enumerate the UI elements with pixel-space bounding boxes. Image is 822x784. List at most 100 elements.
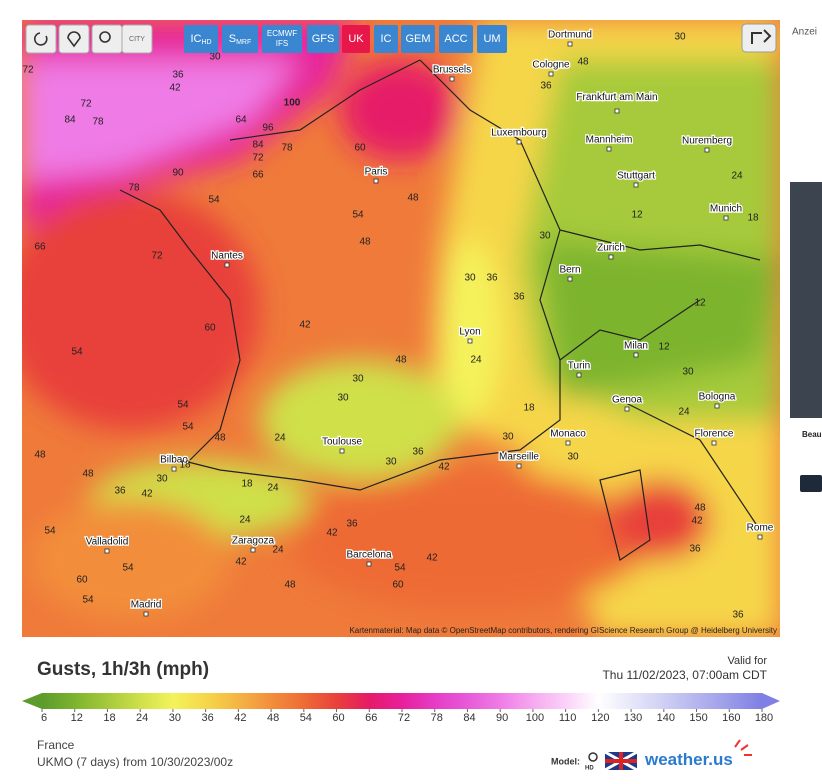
brand[interactable]: weather.us bbox=[644, 750, 733, 769]
city-marker bbox=[224, 262, 230, 268]
city-button[interactable] bbox=[121, 24, 153, 54]
legend-segment bbox=[107, 693, 141, 709]
city-marker bbox=[711, 440, 717, 446]
city-label: Bologna bbox=[699, 392, 736, 403]
city-marker bbox=[624, 406, 630, 412]
gust-value: 66 bbox=[252, 170, 264, 181]
gust-value: 36 bbox=[732, 610, 744, 621]
legend-tick-label: 72 bbox=[398, 712, 410, 724]
search-icon[interactable] bbox=[588, 752, 598, 762]
model-button[interactable] bbox=[222, 25, 258, 53]
gust-value: 54 bbox=[122, 563, 134, 574]
gust-value: 60 bbox=[76, 575, 88, 586]
city-marker bbox=[143, 611, 149, 617]
model-name: UK bbox=[348, 33, 364, 45]
attribution: Kartenmaterial: Map data © OpenStreetMap… bbox=[349, 626, 777, 635]
tool-button[interactable] bbox=[91, 24, 123, 54]
legend-tick-label: 78 bbox=[431, 712, 443, 724]
gust-value: 90 bbox=[172, 168, 184, 179]
model-button[interactable] bbox=[262, 25, 302, 53]
city-marker bbox=[104, 548, 110, 554]
model-label: Model: bbox=[551, 756, 580, 766]
city-marker bbox=[633, 182, 639, 188]
legend-segment bbox=[402, 693, 436, 709]
model-name: GFS bbox=[312, 33, 335, 45]
gust-value: 48 bbox=[577, 57, 589, 68]
gust-value: 48 bbox=[694, 503, 706, 514]
city-label: Valladolid bbox=[86, 537, 129, 548]
city-marker bbox=[171, 466, 177, 472]
gust-value: 30 bbox=[209, 52, 221, 63]
legend-segment bbox=[140, 693, 174, 709]
gust-value: 30 bbox=[385, 457, 397, 468]
gust-value: 60 bbox=[392, 580, 404, 591]
city-label: Rome bbox=[747, 523, 774, 534]
brand-rays bbox=[734, 739, 752, 756]
city-label: Genoa bbox=[612, 395, 642, 406]
model-button[interactable] bbox=[184, 25, 218, 53]
ad-image[interactable] bbox=[790, 182, 822, 418]
model-main: IC bbox=[190, 33, 201, 45]
gust-value: 36 bbox=[513, 292, 525, 303]
model-main: IC bbox=[381, 33, 392, 45]
legend-tick-label: 160 bbox=[722, 712, 740, 724]
legend-tick-label: 120 bbox=[591, 712, 609, 724]
city-label: Monaco bbox=[550, 429, 586, 440]
legend-segment bbox=[598, 693, 632, 709]
legend-segment bbox=[467, 693, 501, 709]
model-sub: IFS bbox=[276, 39, 288, 48]
legend-segment bbox=[271, 693, 305, 709]
city-label: Stuttgart bbox=[617, 171, 655, 182]
city-label: Zurich bbox=[597, 243, 625, 254]
map[interactable] bbox=[0, 20, 780, 637]
gust-value: 84 bbox=[64, 115, 76, 126]
gust-value: 42 bbox=[438, 462, 450, 473]
city-marker bbox=[614, 108, 620, 114]
city-marker bbox=[714, 403, 720, 409]
gust-value: 36 bbox=[486, 273, 498, 284]
model-button[interactable] bbox=[374, 25, 398, 53]
gust-value: 36 bbox=[172, 70, 184, 81]
gust-value: 30 bbox=[674, 32, 686, 43]
gust-value: 36 bbox=[346, 519, 358, 530]
uk-flag-cross bbox=[605, 752, 637, 770]
city-label: Toulouse bbox=[322, 437, 362, 448]
model-name: ACC bbox=[444, 33, 467, 45]
ad-button[interactable] bbox=[800, 475, 822, 492]
model-button[interactable] bbox=[439, 25, 473, 53]
city-label: Dortmund bbox=[548, 30, 592, 41]
city-marker bbox=[723, 215, 729, 221]
city-marker bbox=[633, 352, 639, 358]
city-label: Barcelona bbox=[346, 550, 391, 561]
legend-tick-label: 12 bbox=[71, 712, 83, 724]
legend-tick-label: 90 bbox=[496, 712, 508, 724]
model-button[interactable] bbox=[307, 25, 339, 53]
city-marker bbox=[548, 71, 554, 77]
brand-tld: us bbox=[713, 750, 733, 769]
brand-main: weather. bbox=[644, 750, 713, 769]
legend-tick-label: 54 bbox=[300, 712, 312, 724]
model-name: ICHD bbox=[190, 33, 211, 46]
legend-segment bbox=[434, 693, 468, 709]
legend-tick-label: 110 bbox=[559, 712, 577, 724]
legend-arrow-right bbox=[762, 693, 780, 709]
city-label: Marseille bbox=[499, 452, 539, 463]
tool-button[interactable] bbox=[25, 24, 57, 54]
gust-value: 30 bbox=[502, 432, 514, 443]
model-button[interactable] bbox=[477, 25, 507, 53]
model-name: UM bbox=[483, 33, 500, 45]
gust-value: 12 bbox=[658, 342, 670, 353]
gust-value: 48 bbox=[284, 580, 296, 591]
gust-value: 78 bbox=[128, 183, 140, 194]
city-label: Bern bbox=[559, 265, 580, 276]
gust-value: 72 bbox=[151, 251, 163, 262]
gust-value: 30 bbox=[567, 452, 579, 463]
gust-value: 42 bbox=[326, 528, 338, 539]
model-button[interactable] bbox=[342, 25, 370, 53]
valid-label: Valid for bbox=[727, 655, 767, 667]
legend-tick-label: 48 bbox=[267, 712, 279, 724]
share-button[interactable] bbox=[741, 23, 777, 53]
model-button[interactable] bbox=[401, 25, 435, 53]
tool-button[interactable] bbox=[58, 24, 90, 54]
city-label: Nantes bbox=[211, 251, 243, 262]
